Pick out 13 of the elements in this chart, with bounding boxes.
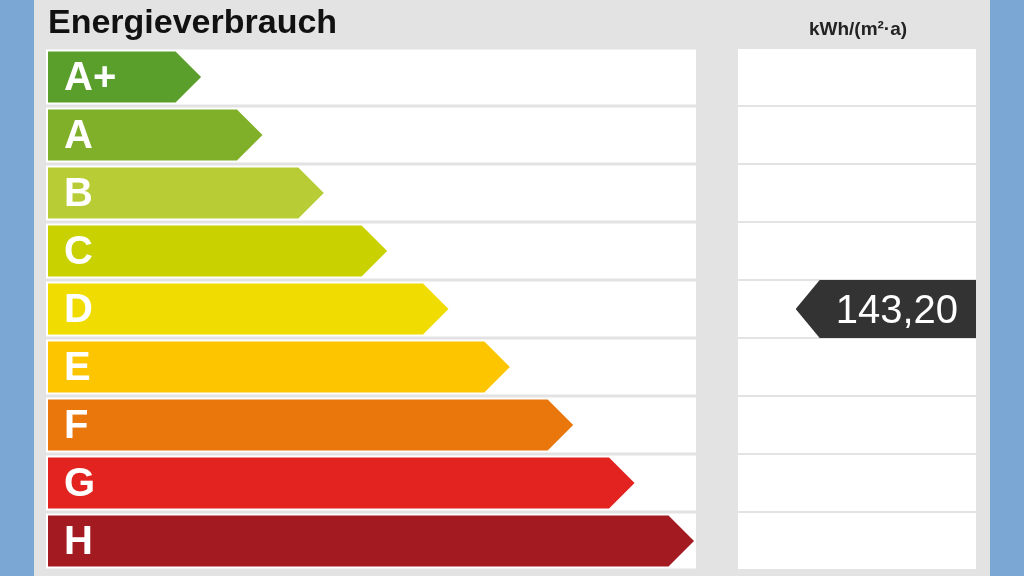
y-tick-label: D xyxy=(64,286,93,331)
y-tick-label: A xyxy=(64,112,93,157)
y-tick-label: G xyxy=(64,460,96,505)
text: 143,20 xyxy=(795,280,976,338)
y-tick-label: A+ xyxy=(64,54,117,99)
bar xyxy=(48,109,263,161)
y-tick-label: F xyxy=(64,402,89,447)
y-tick-label: H xyxy=(64,518,93,563)
chart-title: Energieverbrauch xyxy=(48,2,338,41)
y-tick-label: E xyxy=(64,344,91,389)
text: kWh/(m²·a) xyxy=(807,18,909,40)
y-tick-label: B xyxy=(64,170,93,215)
y-tick-label: C xyxy=(64,228,93,273)
